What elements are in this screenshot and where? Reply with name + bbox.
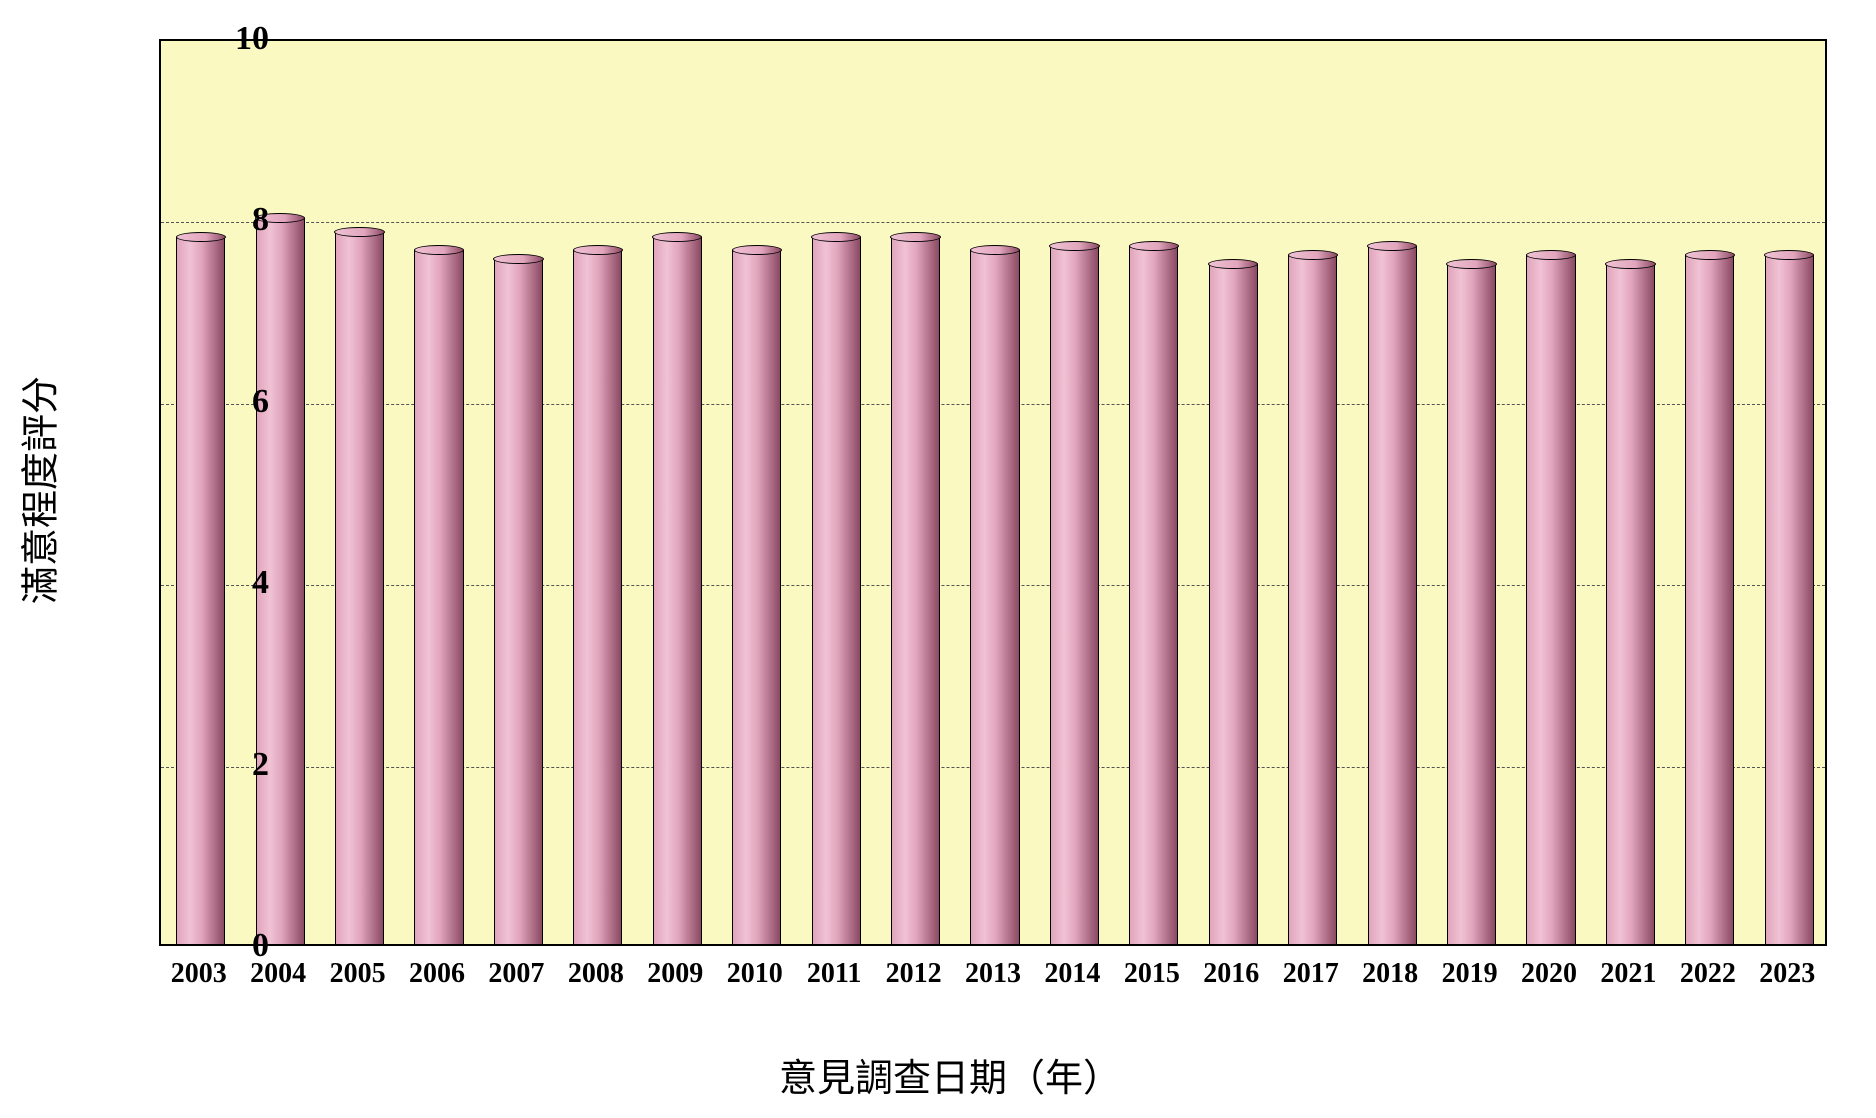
x-tick-label: 2023 — [1759, 958, 1815, 990]
bar-top — [970, 245, 1020, 255]
bar — [1129, 246, 1178, 944]
x-tick-label: 2005 — [330, 958, 386, 990]
bar-top — [414, 245, 464, 255]
bar-top — [1367, 241, 1417, 251]
y-tick-label: 2 — [209, 746, 269, 784]
y-tick-label: 8 — [209, 201, 269, 239]
y-axis-label: 滿意程度評分 — [10, 376, 65, 604]
x-tick-label: 2010 — [727, 958, 783, 990]
bar — [1050, 246, 1099, 944]
x-tick-label: 2022 — [1680, 958, 1736, 990]
y-tick-label: 4 — [209, 564, 269, 602]
bar-top — [1685, 250, 1735, 260]
x-tick-label: 2014 — [1044, 958, 1100, 990]
bar-top — [1288, 250, 1338, 260]
plot-area — [159, 39, 1827, 946]
bar — [414, 250, 463, 944]
x-tick-label: 2004 — [250, 958, 306, 990]
x-tick-label: 2012 — [886, 958, 942, 990]
x-tick-label: 2019 — [1442, 958, 1498, 990]
x-tick-label: 2008 — [568, 958, 624, 990]
x-tick-label: 2016 — [1203, 958, 1259, 990]
bar — [1685, 255, 1734, 944]
x-tick-label: 2013 — [965, 958, 1021, 990]
bar-top — [1605, 259, 1655, 269]
y-tick-label: 6 — [209, 383, 269, 421]
bar-top — [1049, 241, 1099, 251]
bar — [335, 232, 384, 944]
bar — [1526, 255, 1575, 944]
bar — [494, 259, 543, 944]
bar — [812, 237, 861, 944]
bar — [1368, 246, 1417, 944]
y-tick-label: 10 — [209, 20, 269, 58]
bar-top — [1526, 250, 1576, 260]
bar-top — [890, 232, 940, 242]
chart-container: 滿意程度評分 意見調查日期（年） 02468102003200420052006… — [55, 20, 1845, 1080]
bar-top — [1129, 241, 1179, 251]
bar — [653, 237, 702, 944]
bar-top — [1446, 259, 1496, 269]
bar-top — [334, 227, 384, 237]
bar — [1288, 255, 1337, 944]
x-tick-label: 2021 — [1600, 958, 1656, 990]
x-axis-label: 意見調查日期（年） — [779, 1047, 1121, 1102]
bar — [1447, 264, 1496, 944]
bar-top — [811, 232, 861, 242]
bar-top — [573, 245, 623, 255]
bar-top — [1764, 250, 1814, 260]
x-tick-label: 2018 — [1362, 958, 1418, 990]
bar — [970, 250, 1019, 944]
bar-top — [1208, 259, 1258, 269]
bar-top — [493, 254, 543, 264]
bar — [1765, 255, 1814, 944]
x-tick-label: 2011 — [807, 958, 861, 990]
gridline — [161, 222, 1825, 223]
x-tick-label: 2006 — [409, 958, 465, 990]
bar — [732, 250, 781, 944]
x-tick-label: 2020 — [1521, 958, 1577, 990]
x-tick-label: 2017 — [1283, 958, 1339, 990]
bar — [1606, 264, 1655, 944]
bar-top — [652, 232, 702, 242]
bar — [573, 250, 622, 944]
bar — [891, 237, 940, 944]
x-tick-label: 2003 — [171, 958, 227, 990]
bar-top — [732, 245, 782, 255]
x-tick-label: 2007 — [488, 958, 544, 990]
x-tick-label: 2015 — [1124, 958, 1180, 990]
bar — [1209, 264, 1258, 944]
x-tick-label: 2009 — [647, 958, 703, 990]
